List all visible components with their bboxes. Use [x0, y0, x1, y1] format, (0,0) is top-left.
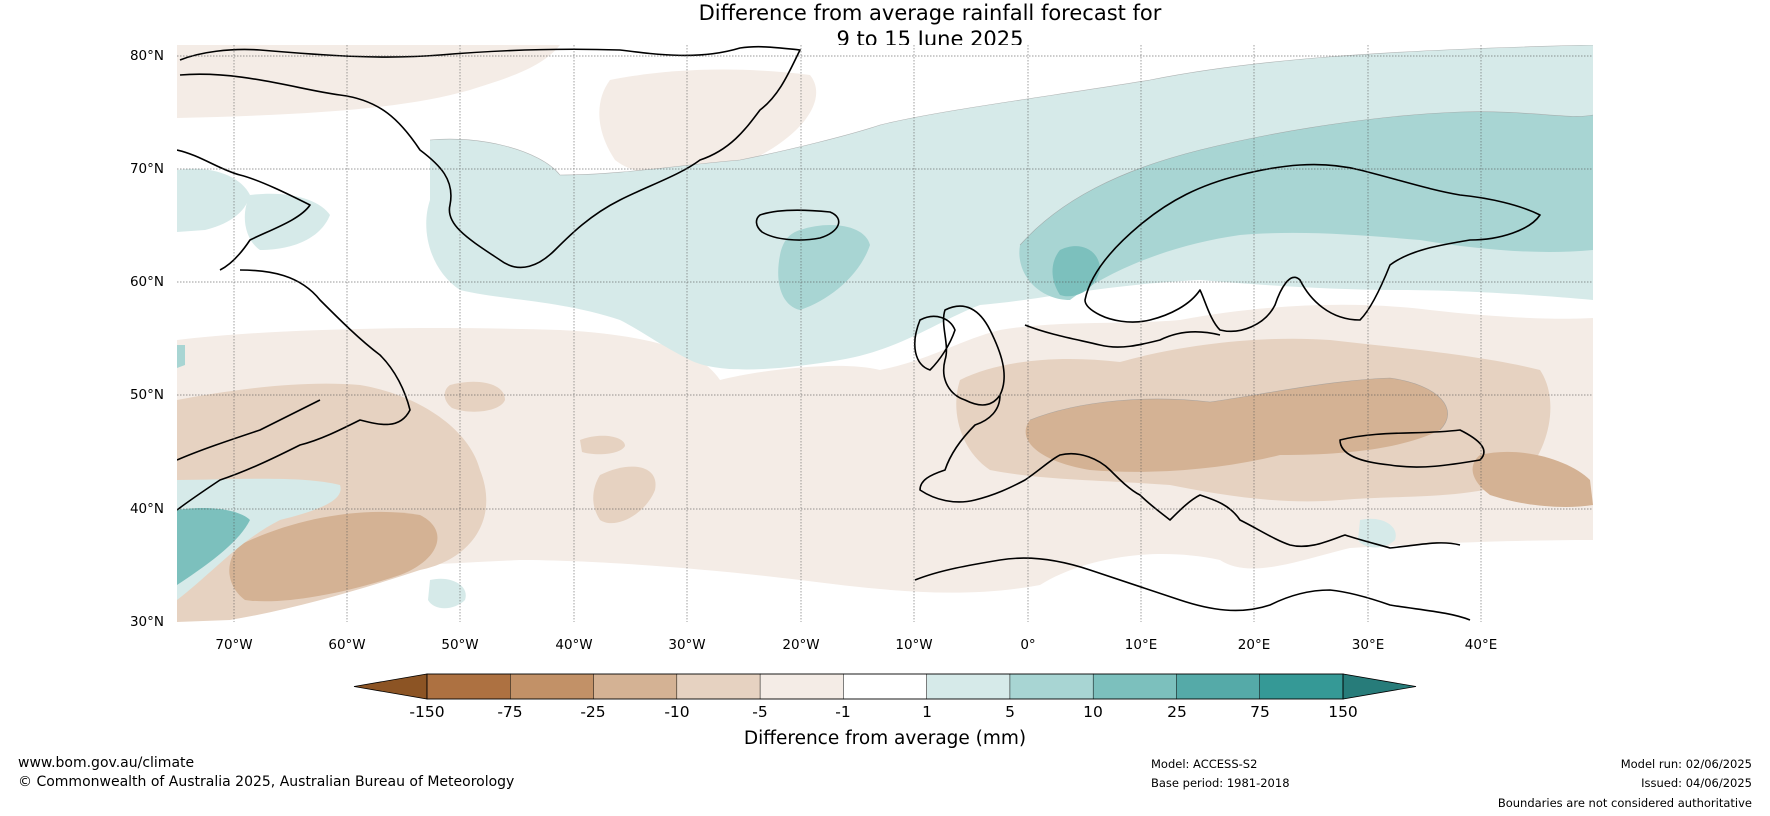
lon-label-60w: 60°W [328, 637, 366, 653]
website-text: www.bom.gov.au/climate [18, 755, 195, 771]
colorbar-tick: -25 [580, 703, 606, 721]
wetter-regions [177, 45, 1593, 609]
colorbar-bin [593, 673, 678, 700]
north-africa-coast [914, 557, 1471, 621]
gulf-coast [177, 399, 321, 461]
lon-label-20w: 20°W [782, 637, 820, 653]
colorbar-bin [1176, 673, 1261, 700]
issued-text: Issued: 04/06/2025 [1641, 776, 1752, 790]
colorbar-tick: -5 [752, 703, 768, 721]
map-panel [177, 45, 1593, 622]
europe-coast [919, 324, 1485, 549]
colorbar [353, 673, 1417, 700]
disclaimer-text: Boundaries are not considered authoritat… [1497, 796, 1752, 810]
colorbar-tick: -75 [497, 703, 523, 721]
lon-label-70w: 70°W [215, 637, 253, 653]
colorbar-tick: 75 [1250, 703, 1270, 721]
colorbar-high-arrow [1342, 673, 1417, 700]
lon-label-20e: 20°E [1237, 637, 1271, 653]
copyright-text: © Commonwealth of Australia 2025, Austra… [18, 774, 515, 790]
lat-label-60n: 60°N [129, 274, 164, 290]
lon-label-10w: 10°W [895, 637, 933, 653]
lon-label-0: 0° [1020, 637, 1036, 653]
drier-regions [177, 45, 1593, 622]
colorbar-bin [426, 673, 512, 700]
colorbar-bin [1009, 673, 1094, 700]
colorbar-bin [1092, 673, 1178, 700]
colorbar-bin [843, 673, 928, 700]
colorbar-tick: 150 [1328, 703, 1358, 721]
colorbar-tick: 1 [922, 703, 932, 721]
colorbar-tick: 10 [1083, 703, 1103, 721]
colorbar-tick: 25 [1167, 703, 1187, 721]
colorbar-low-arrow [353, 673, 428, 700]
scandinavia-coast [1084, 163, 1541, 332]
contour-lines [429, 45, 1593, 431]
model-text: Model: ACCESS-S2 [1151, 757, 1258, 771]
lon-label-40e: 40°E [1464, 637, 1498, 653]
iceland-coast [755, 209, 840, 241]
map-title: Difference from average rainfall forecas… [0, 0, 1770, 52]
colorbar-tick: 5 [1005, 703, 1015, 721]
colorbar-tick: -1 [835, 703, 851, 721]
model-run-text: Model run: 02/06/2025 [1620, 757, 1752, 771]
lat-label-80n: 80°N [129, 48, 164, 64]
colorbar-label: Difference from average (mm) [743, 728, 1027, 749]
labrador-coast [177, 269, 411, 511]
lat-label-40n: 40°N [129, 501, 164, 517]
colorbar-bin [510, 673, 595, 700]
colorbar-bin [926, 673, 1011, 700]
lat-label-50n: 50°N [129, 387, 164, 403]
lon-label-30e: 30°E [1351, 637, 1385, 653]
lon-label-40w: 40°W [555, 637, 593, 653]
lon-label-30w: 30°W [668, 637, 706, 653]
british-isles [914, 305, 1005, 406]
colorbar-tick: -150 [409, 703, 445, 721]
colorbar-bin [1259, 673, 1344, 700]
lon-label-10e: 10°E [1124, 637, 1158, 653]
coastlines [177, 45, 1541, 621]
colorbar-bin [759, 673, 845, 700]
greenland-coast [179, 45, 801, 269]
map-title-line1: Difference from average rainfall forecas… [698, 1, 1162, 25]
baffin-coast [177, 149, 311, 271]
lat-label-30n: 30°N [129, 614, 164, 630]
base-period-text: Base period: 1981-2018 [1151, 776, 1290, 790]
colorbar-tick: -10 [664, 703, 690, 721]
lon-label-50w: 50°W [441, 637, 479, 653]
lat-label-70n: 70°N [129, 161, 164, 177]
graticule [177, 45, 1593, 622]
colorbar-bin [676, 673, 761, 700]
